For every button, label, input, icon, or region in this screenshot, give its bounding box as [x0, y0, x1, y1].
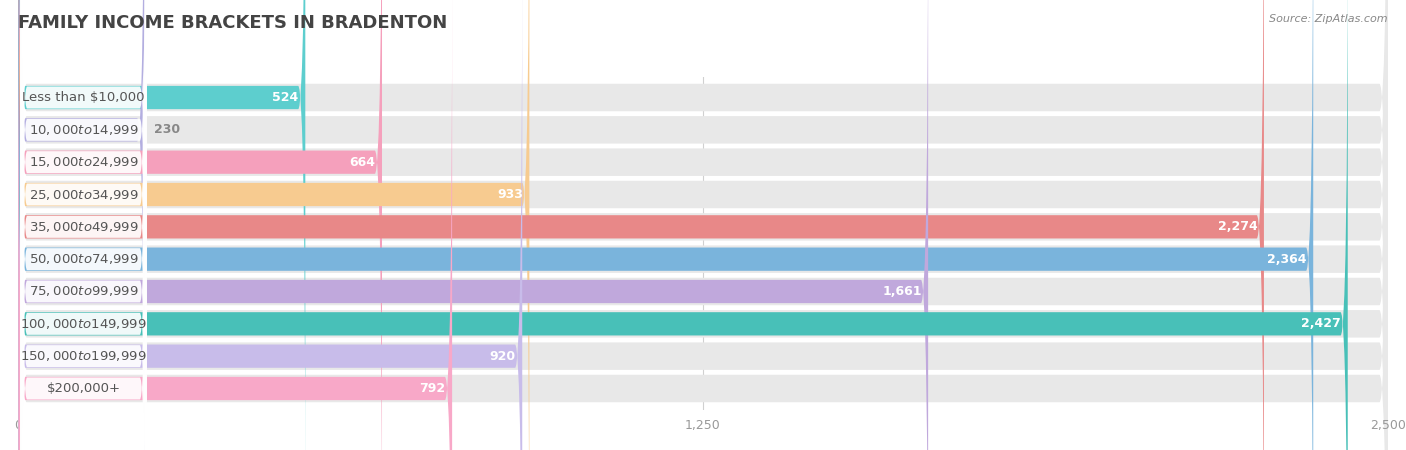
FancyBboxPatch shape	[18, 0, 1388, 450]
FancyBboxPatch shape	[21, 0, 146, 450]
Text: 2,427: 2,427	[1302, 317, 1341, 330]
Text: $15,000 to $24,999: $15,000 to $24,999	[28, 155, 138, 169]
FancyBboxPatch shape	[18, 0, 1388, 450]
Text: 524: 524	[273, 91, 298, 104]
FancyBboxPatch shape	[21, 0, 146, 450]
Text: $10,000 to $14,999: $10,000 to $14,999	[28, 123, 138, 137]
FancyBboxPatch shape	[21, 0, 146, 450]
Text: $25,000 to $34,999: $25,000 to $34,999	[28, 188, 138, 202]
FancyBboxPatch shape	[18, 0, 382, 450]
Text: 230: 230	[155, 123, 180, 136]
FancyBboxPatch shape	[18, 0, 1388, 450]
Text: 664: 664	[350, 156, 375, 169]
FancyBboxPatch shape	[21, 0, 146, 450]
FancyBboxPatch shape	[18, 0, 529, 450]
FancyBboxPatch shape	[18, 0, 453, 450]
Text: $50,000 to $74,999: $50,000 to $74,999	[28, 252, 138, 266]
Text: 2,364: 2,364	[1267, 252, 1306, 266]
FancyBboxPatch shape	[21, 12, 146, 450]
FancyBboxPatch shape	[21, 0, 146, 450]
Text: $75,000 to $99,999: $75,000 to $99,999	[28, 284, 138, 298]
Text: Less than $10,000: Less than $10,000	[22, 91, 145, 104]
FancyBboxPatch shape	[18, 0, 305, 450]
Text: 792: 792	[419, 382, 446, 395]
Text: 2,274: 2,274	[1218, 220, 1257, 234]
FancyBboxPatch shape	[18, 0, 1388, 450]
FancyBboxPatch shape	[18, 0, 1388, 450]
FancyBboxPatch shape	[18, 0, 1388, 450]
Text: 920: 920	[489, 350, 516, 363]
FancyBboxPatch shape	[21, 0, 146, 450]
Text: $200,000+: $200,000+	[46, 382, 121, 395]
FancyBboxPatch shape	[18, 0, 1388, 450]
FancyBboxPatch shape	[18, 0, 1388, 450]
FancyBboxPatch shape	[18, 0, 1388, 450]
FancyBboxPatch shape	[18, 0, 145, 450]
Text: $150,000 to $199,999: $150,000 to $199,999	[20, 349, 146, 363]
FancyBboxPatch shape	[18, 0, 522, 450]
Text: 1,661: 1,661	[882, 285, 921, 298]
Text: 933: 933	[496, 188, 523, 201]
FancyBboxPatch shape	[18, 0, 1348, 450]
FancyBboxPatch shape	[18, 0, 1388, 450]
FancyBboxPatch shape	[18, 0, 1313, 450]
FancyBboxPatch shape	[18, 0, 928, 450]
FancyBboxPatch shape	[21, 0, 146, 450]
FancyBboxPatch shape	[21, 0, 146, 450]
Text: $100,000 to $149,999: $100,000 to $149,999	[20, 317, 146, 331]
Text: Source: ZipAtlas.com: Source: ZipAtlas.com	[1270, 14, 1388, 23]
Text: FAMILY INCOME BRACKETS IN BRADENTON: FAMILY INCOME BRACKETS IN BRADENTON	[18, 14, 447, 32]
Text: $35,000 to $49,999: $35,000 to $49,999	[28, 220, 138, 234]
FancyBboxPatch shape	[21, 0, 146, 450]
FancyBboxPatch shape	[18, 0, 1264, 450]
